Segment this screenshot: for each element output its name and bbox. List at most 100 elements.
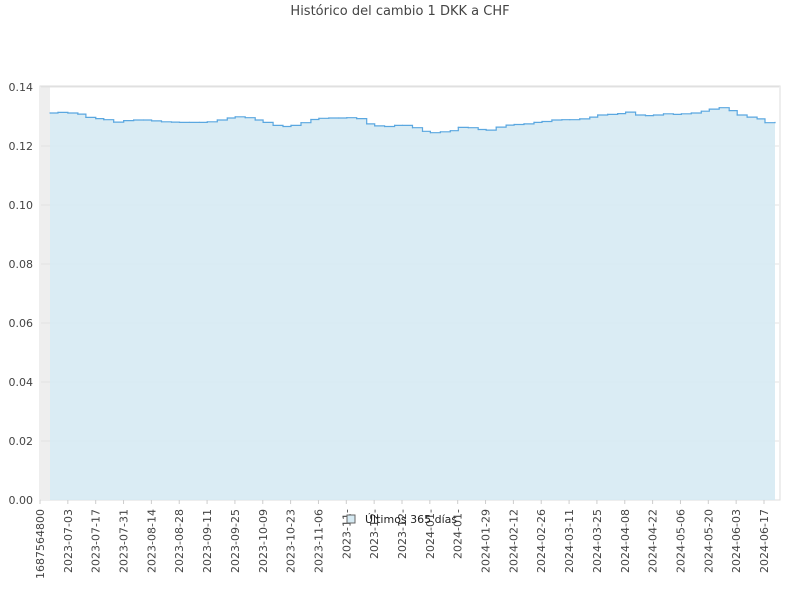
x-tick-label: 2024-02-26 [535,509,548,573]
data-point [672,113,675,115]
data-point [188,121,190,123]
series-area [49,107,776,500]
data-point [561,119,563,121]
data-point [216,119,218,121]
legend-swatch [346,514,356,524]
x-tick-label: 2024-01-29 [480,509,493,573]
data-point [746,116,748,118]
x-tick-label: 2024-01- [424,509,437,559]
x-tick-label: 2024-06-03 [730,509,743,573]
data-point [718,107,720,109]
data-point [123,120,125,122]
data-point [170,121,173,123]
data-point [457,126,459,128]
data-point [133,119,135,121]
data-point [374,125,376,127]
data-point [551,119,553,121]
data-point [178,121,181,123]
data-point [103,119,105,121]
data-point [346,117,348,119]
data-point [708,108,710,110]
data-point [485,129,487,131]
x-tick-label: 2023-12- [368,509,381,559]
y-tick-label: 0.10 [9,199,34,212]
y-tick-label: 0.04 [9,376,34,389]
data-point [449,130,451,132]
data-point [226,117,228,119]
data-point [607,113,609,115]
data-point [160,121,163,123]
data-point [652,114,655,116]
data-point [328,117,330,119]
x-tick-label: 2024-05-20 [702,509,715,573]
x-tick-label: 2023-12- [396,509,409,559]
data-point [467,127,469,129]
x-tick-label: 2023-07-31 [118,509,131,573]
data-point [49,112,51,114]
data-point [513,123,515,126]
data-point [505,124,507,126]
x-tick-label: 2024-02-12 [507,509,520,573]
data-point [756,118,758,120]
data-point [736,114,738,116]
x-tick-label: 2024-01- [452,509,465,559]
data-point [617,113,619,115]
x-tick-label: 2023-09-11 [201,509,214,573]
y-tick-label: 0.14 [9,81,34,94]
legend: Últimos 365 días [346,513,457,526]
x-tick-label: 2024-04-22 [647,509,660,573]
data-point [310,118,312,121]
y-tick-label: 0.12 [9,140,34,153]
data-point [644,115,647,117]
data-point [356,118,358,120]
data-point [680,113,683,115]
x-axis: 1687564800 2023-07-03 2023-07-17 2023-07-31… [34,500,771,579]
x-tick-label: 2024-04-08 [619,509,632,573]
series-fill [50,107,775,500]
x-tick-label: 2023-10-09 [257,509,270,573]
data-point [589,116,591,118]
data-point [262,121,264,123]
data-point [85,116,87,118]
data-point [579,118,581,120]
x-tick-label: 2023-08-14 [145,509,158,573]
x-tick-label: 2023-09-25 [229,509,242,573]
data-point [198,121,200,123]
data-point [366,123,368,125]
y-tick-label: 0.08 [9,258,34,271]
data-point [401,124,404,126]
x-tick-label: 2024-03-25 [591,509,604,573]
data-point [421,130,424,132]
x-tick-label: 2023-11-06 [313,509,326,573]
data-point [439,131,441,133]
data-point [67,112,69,114]
data-point [597,114,599,116]
data-point [690,112,692,114]
data-point [429,132,431,134]
data-point [477,128,479,131]
data-point [338,117,340,119]
data-point [318,117,320,119]
data-point [774,121,776,123]
data-point [206,121,208,123]
data-point [728,110,730,112]
x-tick-label: 2023-07-17 [90,509,103,573]
data-point [411,127,414,129]
data-point [95,118,97,120]
data-point [234,116,236,118]
data-point [143,119,145,121]
data-point [113,121,115,123]
data-point [569,119,571,121]
y-axis-band [41,87,50,499]
data-point [764,122,766,124]
data-point [384,125,386,128]
chart-title: Histórico del cambio 1 DKK a CHF [290,4,509,19]
data-point [495,126,497,128]
data-point [254,119,256,121]
x-tick-label: 2023-10-23 [285,509,298,573]
x-tick-label: 2024-05-06 [675,509,688,573]
data-point [533,121,535,123]
y-axis: 0.00 0.02 0.04 0.06 0.08 0.10 0.12 0.14 [9,81,34,507]
data-point [151,120,153,122]
